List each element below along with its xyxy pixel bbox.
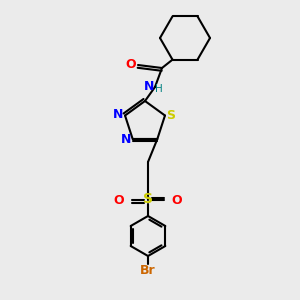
Text: N: N <box>144 80 154 94</box>
Text: S: S <box>167 109 176 122</box>
Text: N: N <box>121 134 131 146</box>
Text: N: N <box>113 108 123 121</box>
Text: Br: Br <box>140 265 156 278</box>
Text: S: S <box>143 192 153 206</box>
Text: O: O <box>172 194 182 206</box>
Text: O: O <box>114 194 124 206</box>
Text: H: H <box>155 84 163 94</box>
Text: O: O <box>126 58 136 70</box>
